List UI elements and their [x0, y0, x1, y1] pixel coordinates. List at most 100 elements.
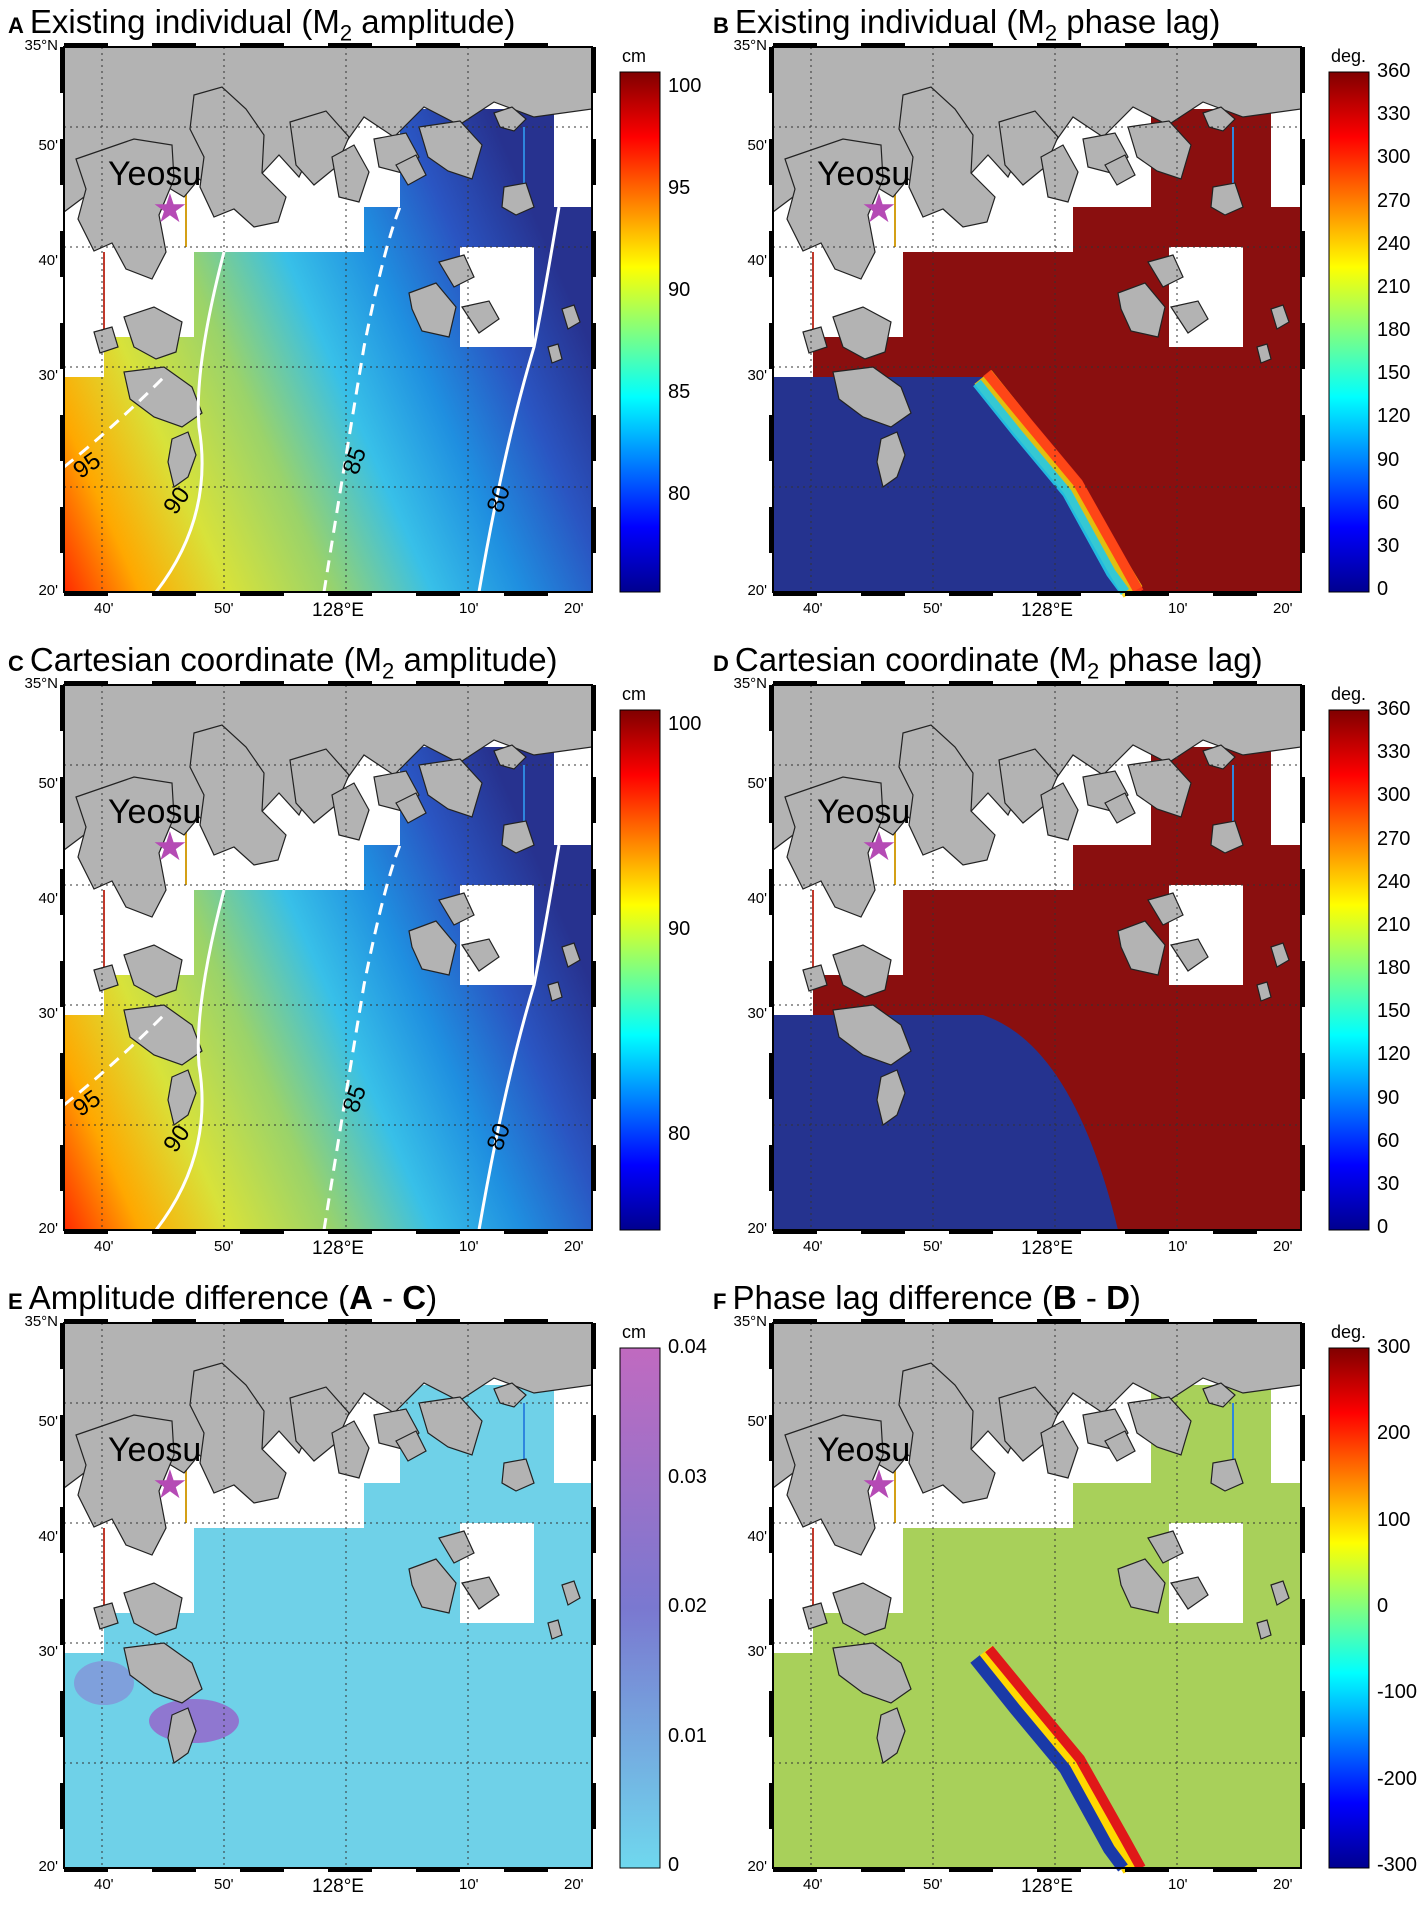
land-polygon — [1170, 300, 1209, 334]
title-bold-b: D — [1106, 1279, 1130, 1316]
colorbar-tick: 30 — [1377, 534, 1400, 557]
land-polygon — [418, 1396, 483, 1456]
title-bold-b: C — [402, 1279, 427, 1316]
longitude-label: 50' — [923, 600, 943, 617]
land-polygon — [493, 744, 527, 770]
longitude-label: 50' — [214, 1876, 234, 1893]
land-polygon — [1256, 343, 1272, 364]
title-minus: - — [372, 1279, 403, 1316]
colorbar-tick: 0 — [668, 1854, 680, 1876]
land-polygon — [501, 820, 535, 854]
latitude-label: 50' — [38, 775, 58, 792]
place-label-yeosu: Yeosu — [108, 155, 202, 193]
colorbar — [619, 1347, 661, 1869]
latitude-label: 40' — [38, 1528, 58, 1545]
place-label-yeosu: Yeosu — [108, 1431, 202, 1469]
longitude-label: 50' — [923, 1238, 943, 1255]
contour-80 — [477, 206, 561, 593]
land-polygon — [93, 964, 119, 992]
land-polygon — [1147, 1530, 1184, 1564]
panel-letter: F — [713, 1289, 727, 1314]
colorbar-tick: 200 — [1377, 1422, 1411, 1445]
colorbar-tick: 90 — [668, 279, 691, 301]
place-label-yeosu: Yeosu — [817, 155, 911, 193]
colorbar-tick: 60 — [1377, 1129, 1400, 1152]
longitude-label: 128°E — [312, 1238, 364, 1259]
colorbar — [1328, 71, 1370, 593]
land-polygon — [1202, 1382, 1236, 1408]
land-polygon — [493, 1382, 527, 1408]
colorbar — [619, 709, 661, 1231]
place-label-yeosu: Yeosu — [817, 1431, 911, 1469]
colorbar-tick: 180 — [1377, 957, 1411, 979]
colorbar-tick: 0.03 — [668, 1465, 707, 1488]
land-polygon — [123, 1004, 203, 1066]
contour-85 — [322, 844, 402, 1231]
land-polygon — [75, 1414, 175, 1556]
longitude-label: 128°E — [1021, 1238, 1073, 1259]
panel-d: D Cartesian coordinate (M2 phase lag) 35°N… — [709, 638, 1417, 1275]
colorbar-tick: 360 — [1377, 60, 1411, 82]
land-polygon — [493, 106, 527, 132]
longitude-label: 128°E — [312, 600, 364, 621]
latitude-label: 20' — [38, 1220, 58, 1237]
land-polygon — [1117, 1558, 1166, 1614]
colorbar-tick: 0.02 — [668, 1595, 707, 1617]
longitude-label: 50' — [214, 600, 234, 617]
latitude-label: 30' — [38, 367, 58, 384]
panel-title: F Phase lag difference (B - D) — [713, 1278, 1141, 1322]
land-polygon — [93, 1602, 119, 1630]
land-polygon — [408, 1558, 457, 1614]
land-polygon — [547, 1619, 563, 1640]
map-svg — [769, 1319, 1370, 1874]
longitude-label: 20' — [1273, 1238, 1293, 1255]
land-polygon — [75, 138, 175, 280]
land-polygon — [408, 920, 457, 976]
panel-letter: B — [713, 13, 729, 38]
longitude-label: 10' — [459, 600, 479, 617]
title-minus: - — [1076, 1279, 1107, 1316]
land-polygon — [898, 724, 996, 866]
difference-hotspot — [74, 1661, 134, 1705]
latitude-label: 40' — [747, 252, 767, 269]
panel-title: D Cartesian coordinate (M2 phase lag) — [713, 640, 1263, 692]
land-polygon — [1170, 938, 1209, 972]
land-polygon — [167, 1707, 197, 1765]
longitude-label: 128°E — [312, 1876, 364, 1897]
land-polygon — [1202, 744, 1236, 770]
land-polygon — [438, 1530, 475, 1564]
land-polygon — [1147, 892, 1184, 926]
land-polygon — [1127, 758, 1192, 818]
land-polygon — [461, 1576, 500, 1610]
colorbar-tick: 0 — [1377, 578, 1389, 600]
land-polygon — [395, 154, 427, 186]
latitude-label: 30' — [38, 1643, 58, 1660]
colorbar-tick: 80 — [668, 1123, 691, 1145]
land-polygon — [331, 1420, 370, 1479]
land-polygon — [1104, 792, 1136, 824]
land-polygon — [547, 981, 563, 1002]
phase-field-low — [773, 1015, 1118, 1230]
latitude-label: 50' — [38, 137, 58, 154]
title-bold-a: A — [349, 1279, 373, 1316]
land-polygon — [123, 306, 183, 360]
colorbar-unit: deg. — [1331, 46, 1367, 66]
latitude-label: 20' — [747, 1858, 767, 1875]
colorbar-tick: 100 — [668, 713, 702, 735]
colorbar-unit: deg. — [1331, 684, 1367, 704]
colorbar-tick: 210 — [1377, 275, 1411, 298]
longitude-label: 40' — [803, 600, 823, 617]
land-polygon — [167, 1069, 197, 1127]
phase-transition-cyan — [973, 379, 1130, 595]
latitude-label: 35°N — [733, 37, 767, 54]
map-area — [769, 43, 1305, 598]
latitude-label: 50' — [747, 1413, 767, 1430]
map-svg — [60, 681, 661, 1234]
land-polygon — [123, 944, 183, 998]
colorbar-unit: deg. — [1331, 1322, 1367, 1342]
colorbar-tick: 330 — [1377, 741, 1411, 764]
title-subscript: 2 — [339, 20, 353, 46]
latitude-label: 35°N — [24, 675, 58, 692]
panel-letter: C — [8, 651, 24, 676]
latitude-label: 35°N — [733, 1313, 767, 1330]
